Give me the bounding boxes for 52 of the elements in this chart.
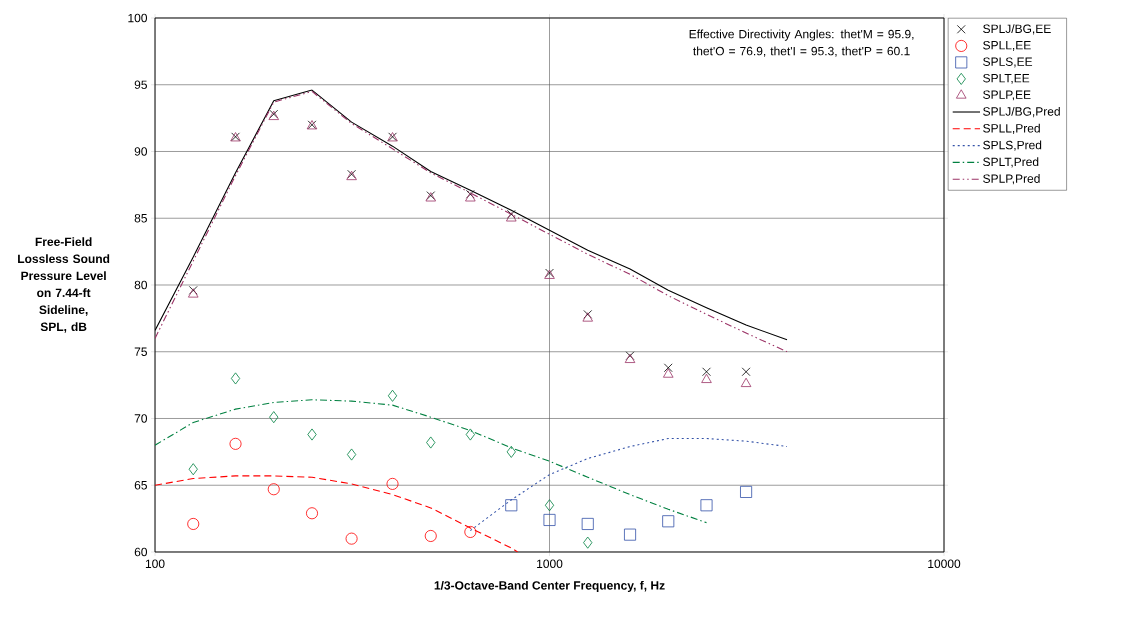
y-tick-label: 70 <box>134 414 148 423</box>
point <box>506 445 516 458</box>
y-tick-label: 100 <box>128 13 148 23</box>
legend-label: SPLP,EE <box>983 90 1031 101</box>
legend-label: SPLJ/BG,EE <box>983 24 1051 35</box>
point <box>701 373 712 383</box>
y-axis-title: Free-Field Lossless Sound Pressure Level on 7.44-ft Sideline, SPL, dB <box>18 237 110 333</box>
point <box>663 363 673 373</box>
point <box>424 529 437 542</box>
point <box>583 536 593 549</box>
point <box>740 377 752 387</box>
legend-label: SPLL,Pred <box>983 123 1040 134</box>
point <box>307 428 317 441</box>
annotation: Effective Directivity Angles: thet'M = 95.9, thet'O = 76.9, thet'I = 95.3, thet'P = 60.1 <box>689 29 914 57</box>
point <box>702 367 711 377</box>
point <box>230 372 241 385</box>
x-axis-title: 1/3-Octave-Band Center Frequency, f, Hz <box>434 580 665 593</box>
point <box>269 411 279 424</box>
point <box>387 389 398 402</box>
y-tick-label: 85 <box>134 214 147 223</box>
point <box>426 436 436 449</box>
legend-label: SPLT,EE <box>983 73 1030 84</box>
legend-label: SPLS,Pred <box>983 140 1042 151</box>
x-tick-label: 1000 <box>537 559 563 569</box>
legend-label: SPLJ/BG,Pred <box>983 106 1060 118</box>
point <box>346 448 357 461</box>
y-tick-label: 60 <box>134 547 148 557</box>
y-tick-label: 65 <box>134 480 147 490</box>
x-tick-label: 100 <box>145 559 165 569</box>
point <box>663 368 674 378</box>
point <box>229 437 242 450</box>
point <box>465 428 475 441</box>
legend-label: SPLT,Pred <box>983 157 1039 168</box>
y-tick-label: 90 <box>134 147 148 156</box>
point <box>345 532 358 545</box>
y-tick-label: 80 <box>134 280 148 290</box>
point <box>464 525 477 538</box>
y-tick-label: 95 <box>134 80 147 89</box>
point <box>306 507 318 520</box>
x-tick-label: 10000 <box>928 559 961 569</box>
point <box>544 499 555 512</box>
point <box>741 367 751 377</box>
line-series <box>469 437 788 532</box>
point <box>386 477 399 490</box>
line-series <box>155 399 708 524</box>
legend-label: SPLS,EE <box>983 57 1033 68</box>
legend-label: SPLL,EE <box>983 41 1031 51</box>
point <box>187 517 200 530</box>
point <box>267 483 280 496</box>
legend-label: SPLP,Pred <box>983 174 1040 185</box>
point <box>188 463 198 476</box>
y-tick-label: 75 <box>134 347 147 356</box>
